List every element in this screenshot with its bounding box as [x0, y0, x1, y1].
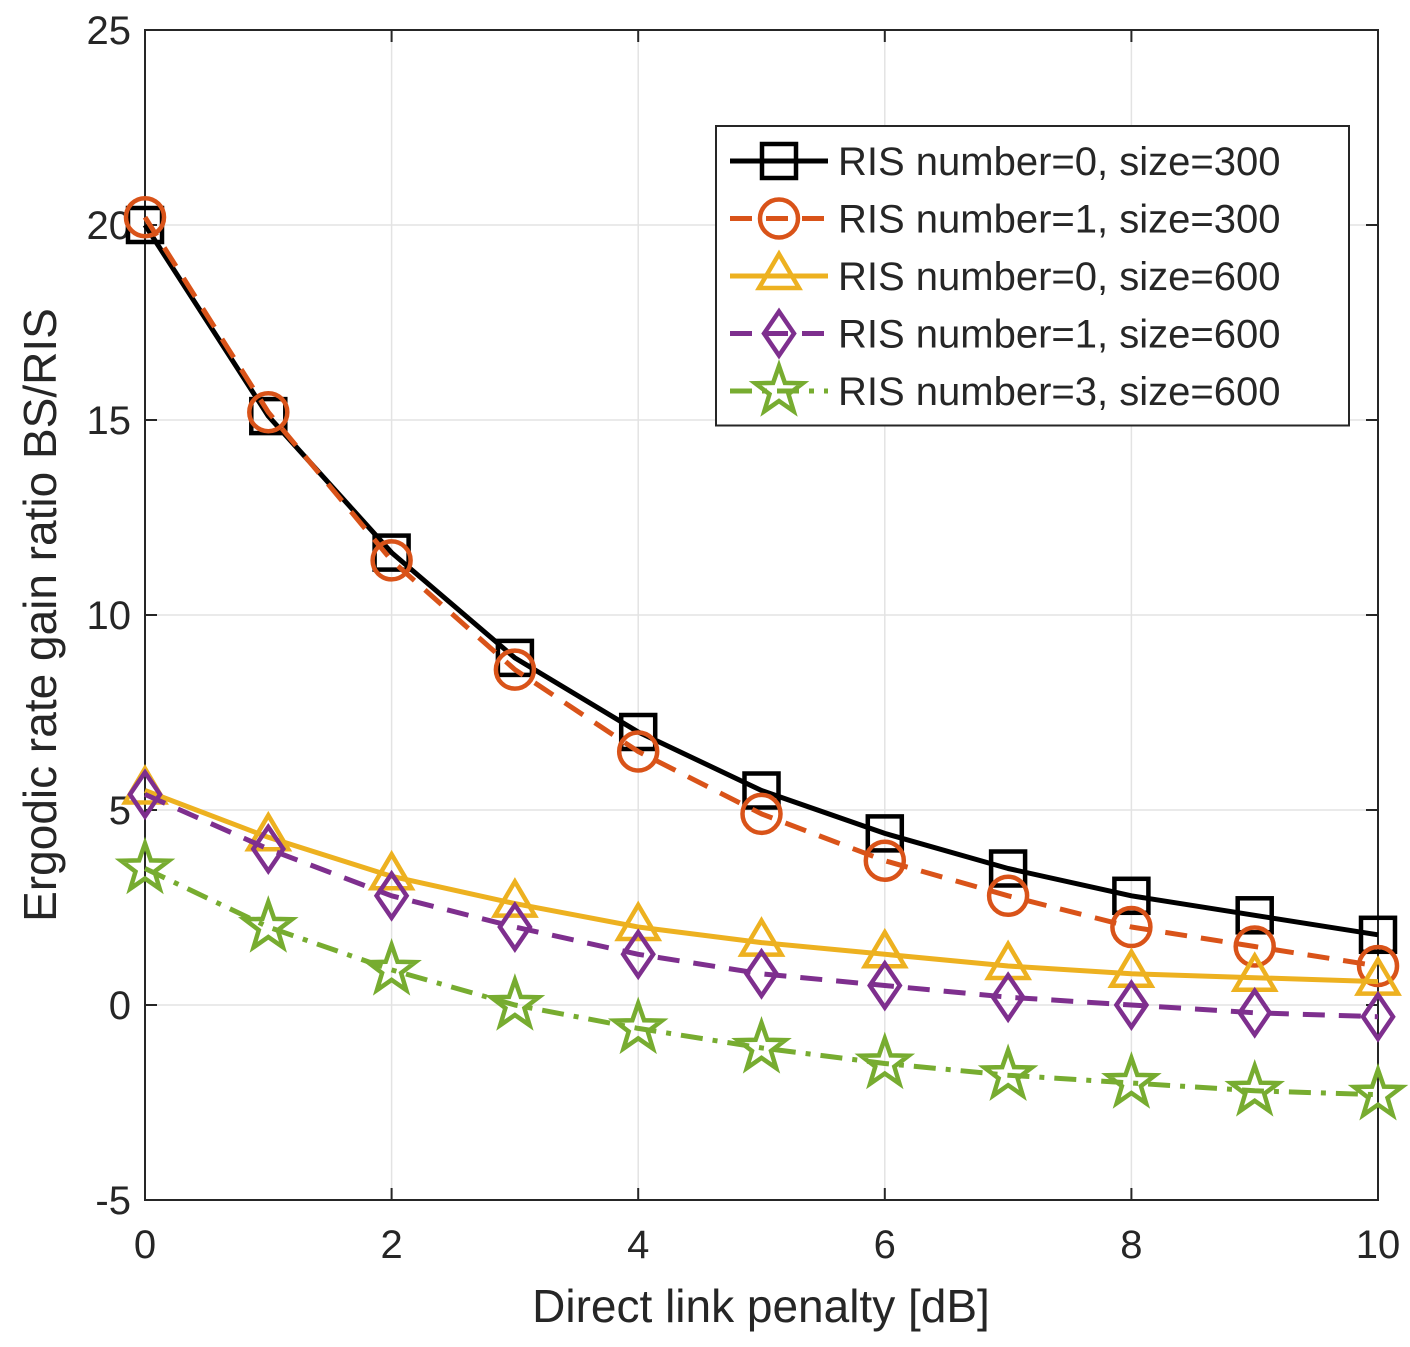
series-5: [114, 836, 1409, 1121]
legend-marker: [748, 359, 810, 417]
x-tick-label: 10: [1356, 1223, 1401, 1267]
data-point: [493, 648, 537, 691]
legend-marker: [759, 141, 799, 181]
legend-marker: [757, 197, 801, 240]
data-point: [1360, 990, 1396, 1043]
data-point: [742, 771, 781, 810]
data-point: [614, 900, 663, 942]
data-point: [127, 768, 163, 821]
data-point: [244, 810, 293, 852]
data-point: [250, 823, 287, 875]
x-tick-label: 2: [380, 1223, 402, 1267]
legend-label: RIS number=1, size=300: [838, 198, 1280, 242]
y-tick-label: 10: [87, 594, 132, 638]
legend-label: RIS number=1, size=600: [838, 313, 1280, 357]
legend-label: RIS number=3, size=600: [838, 370, 1280, 414]
data-point: [123, 195, 167, 239]
series-layer: [114, 195, 1409, 1121]
series-line: [143, 792, 1379, 1020]
legend-entry: RIS number=1, size=300: [730, 197, 1280, 242]
data-point: [1110, 905, 1153, 949]
series-line: [142, 223, 1379, 938]
x-tick-label: 0: [134, 1223, 156, 1267]
data-point: [1224, 1058, 1285, 1117]
y-tick-label: -5: [95, 1179, 131, 1223]
legend-entry: RIS number=1, size=600: [730, 307, 1280, 360]
legend-entry: RIS number=0, size=300: [730, 140, 1280, 184]
data-point: [988, 849, 1028, 888]
data-point: [1356, 944, 1400, 988]
y-tick-label: 0: [109, 984, 131, 1028]
y-tick-label: 15: [87, 399, 132, 443]
data-point: [1347, 1062, 1409, 1121]
x-axis-label: Direct link penalty [dB]: [532, 1280, 990, 1332]
legend-entry: RIS number=3, size=600: [730, 359, 1280, 417]
data-point: [607, 996, 669, 1055]
data-point: [986, 874, 1030, 918]
series-line: [143, 866, 1379, 1098]
data-point: [731, 1016, 792, 1074]
y-axis-label: Ergodic rate gain ratio BS/RIS: [14, 308, 66, 922]
data-point: [367, 849, 416, 891]
data-point: [1101, 1051, 1162, 1109]
data-point: [247, 390, 290, 434]
legend-marker: [755, 249, 803, 291]
series-2: [123, 195, 1400, 988]
data-point: [743, 947, 780, 1000]
data-point: [865, 814, 905, 853]
x-tick-label: 4: [627, 1223, 649, 1267]
legend: RIS number=0, size=300 RIS number=1, size…: [715, 125, 1350, 427]
data-point: [1112, 876, 1151, 916]
y-tick-label: 20: [87, 204, 132, 248]
data-point: [616, 730, 660, 773]
data-point: [977, 1043, 1039, 1101]
data-point: [114, 836, 176, 895]
series-line: [144, 788, 1379, 985]
data-point: [620, 928, 656, 981]
data-point: [1235, 896, 1274, 935]
data-point: [740, 792, 783, 836]
data-point: [370, 539, 413, 582]
data-point: [238, 895, 299, 953]
series-line: [142, 215, 1379, 969]
data-point: [854, 1031, 916, 1090]
data-point: [361, 938, 422, 996]
legend-entry: RIS number=0, size=600: [730, 249, 1280, 299]
data-point: [863, 839, 907, 882]
data-point: [484, 973, 546, 1031]
data-point: [497, 901, 533, 953]
legend-label: RIS number=0, size=300: [838, 140, 1280, 184]
y-tick-label: 25: [87, 9, 132, 53]
data-point: [1358, 915, 1398, 955]
data-point: [990, 971, 1026, 1024]
data-point: [490, 877, 539, 918]
series-4: [127, 768, 1396, 1043]
legend-label: RIS number=0, size=600: [838, 255, 1280, 299]
data-point: [1233, 925, 1276, 968]
data-point: [1113, 979, 1150, 1031]
x-tick-label: 8: [1120, 1223, 1142, 1267]
legend-marker: [761, 307, 797, 360]
data-point: [867, 959, 903, 1012]
data-point: [1236, 986, 1273, 1039]
x-tick-label: 6: [874, 1223, 896, 1267]
data-point: [373, 869, 410, 922]
